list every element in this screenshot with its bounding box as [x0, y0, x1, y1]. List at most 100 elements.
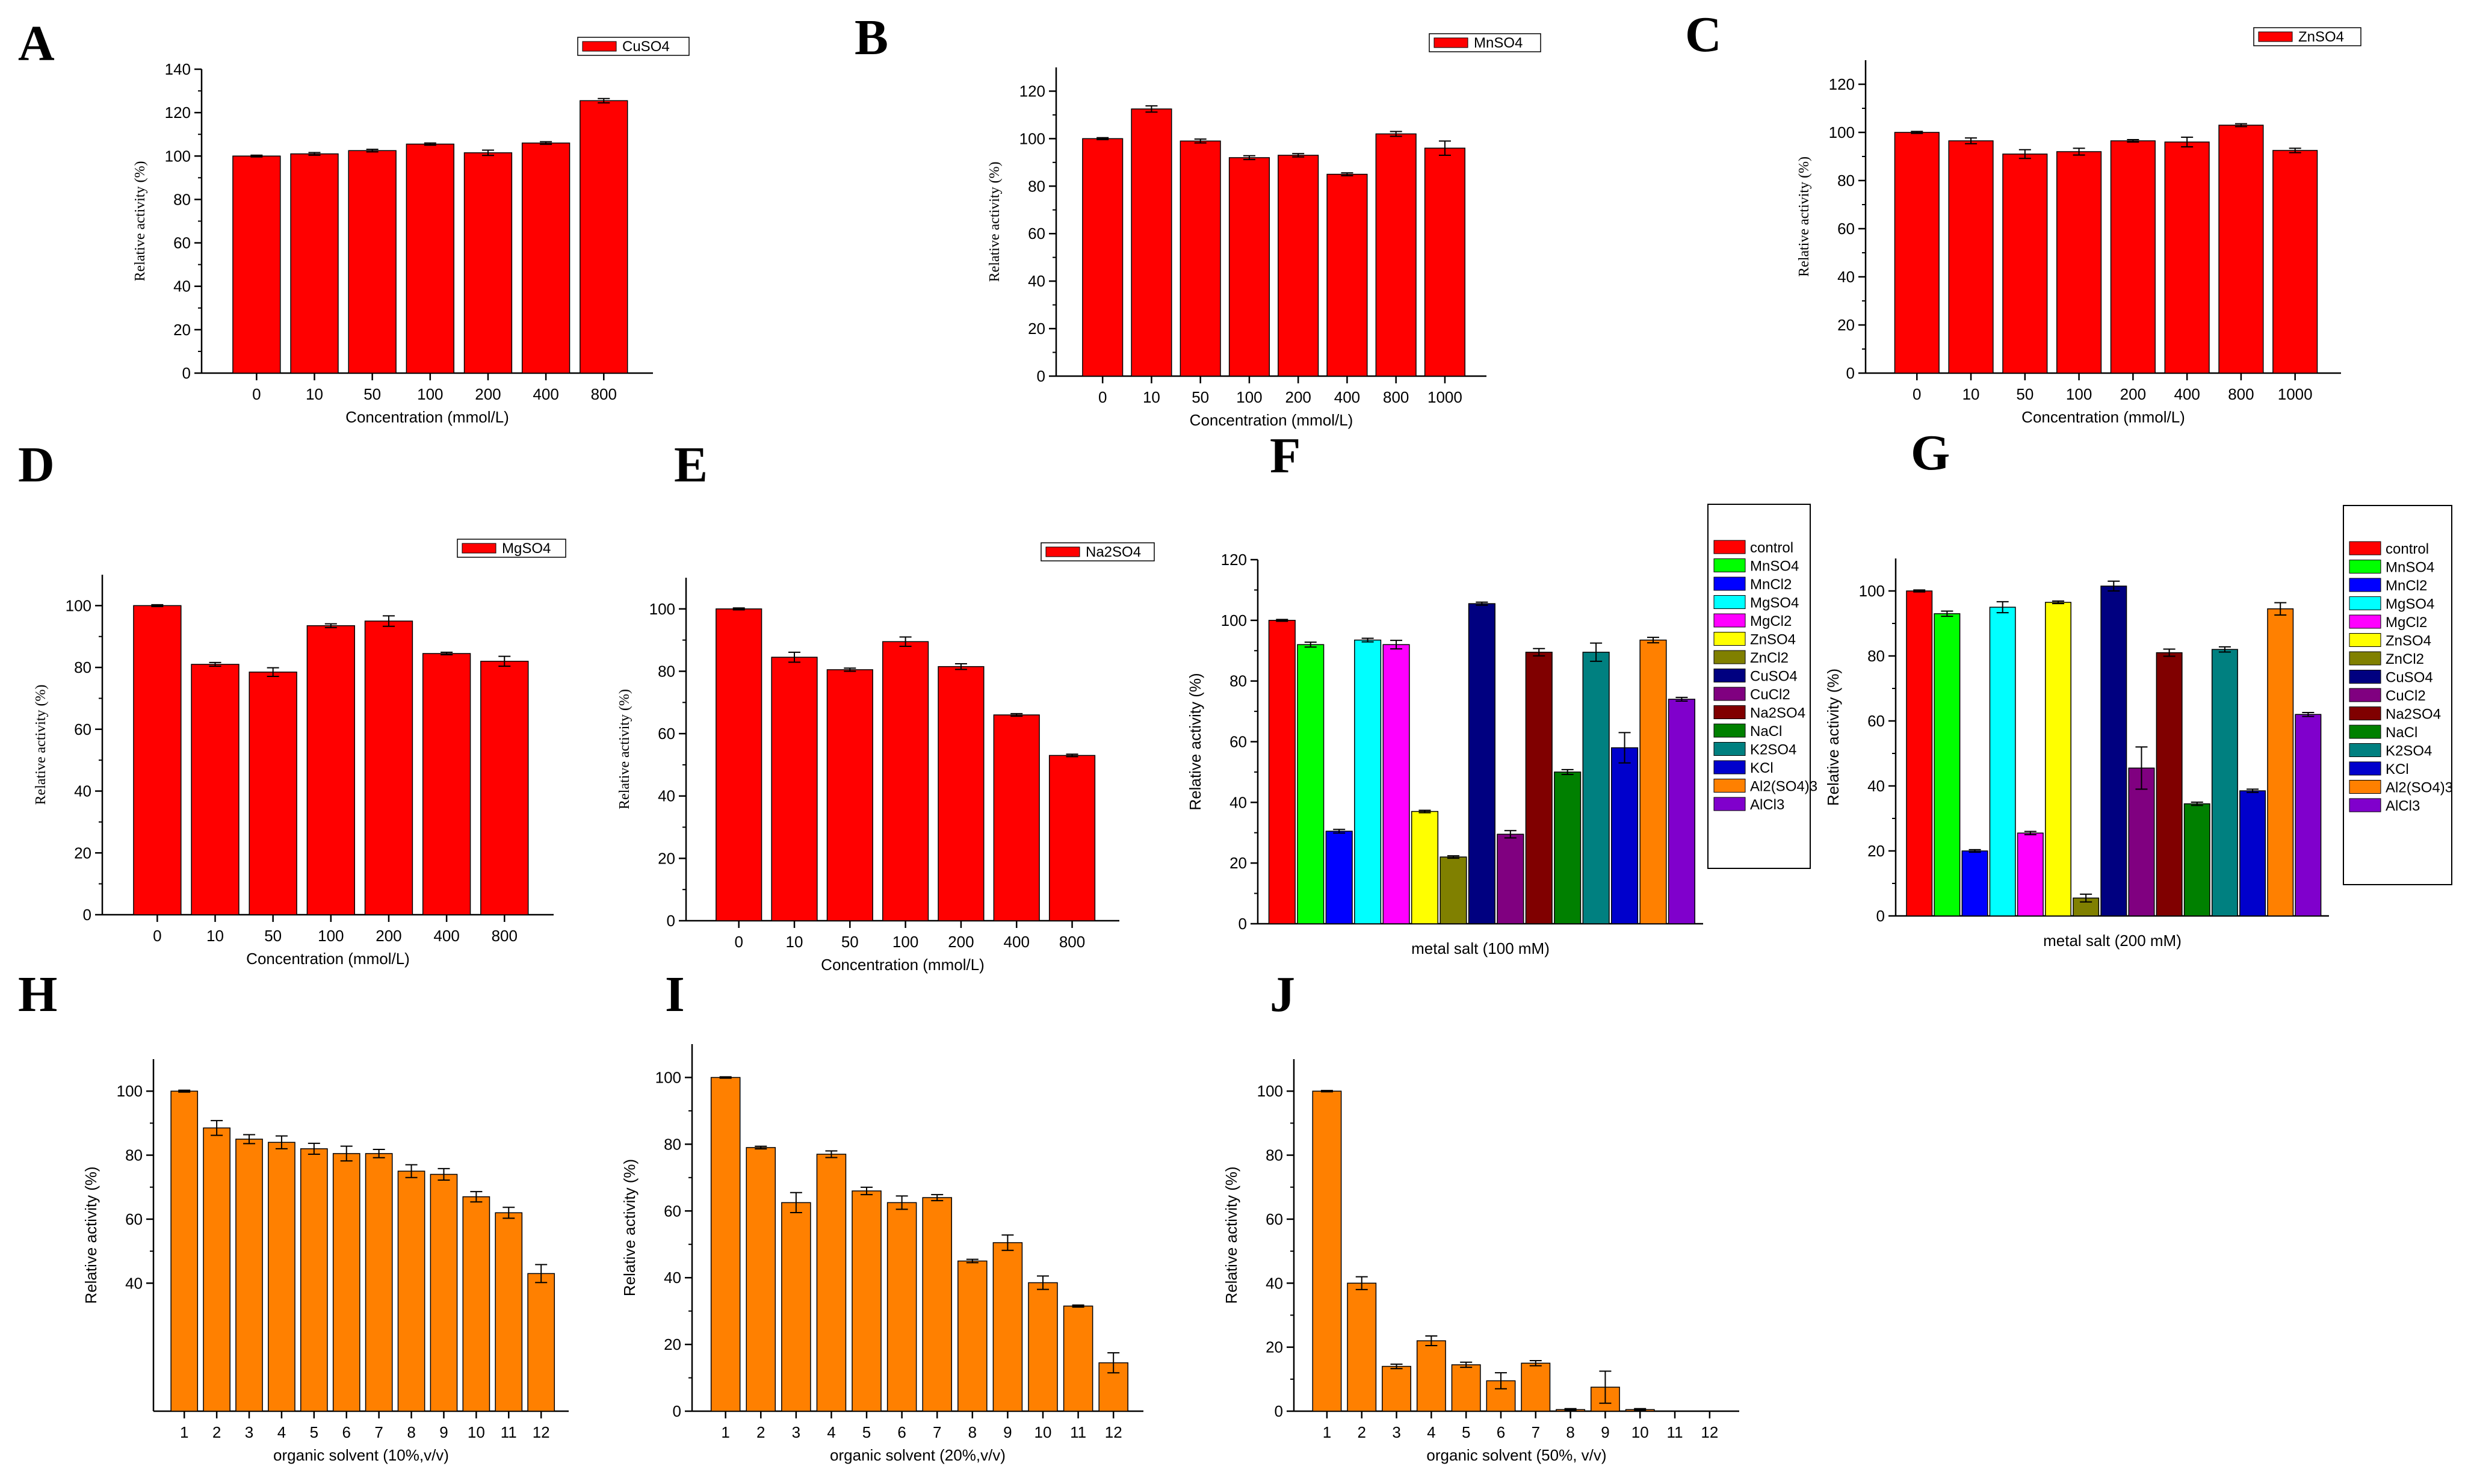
- x-tick-label: 100: [1236, 388, 1262, 406]
- y-tick-label: 0: [1239, 915, 1247, 933]
- chart-panel-e: E 0 20 40 60 80 100 Relative activity (%) 0 10 50 1…: [617, 437, 1155, 974]
- y-tick-label: 60: [1028, 224, 1045, 243]
- x-tick-label: 50: [841, 933, 859, 951]
- y-tick-label: 20: [173, 321, 191, 339]
- bar-d-4: [364, 620, 413, 915]
- legend-label: control: [1750, 540, 1793, 556]
- bar-j-3: [1416, 1340, 1446, 1412]
- bar-c-5: [2164, 141, 2210, 374]
- y-tick-label: 20: [74, 844, 91, 862]
- bar-f-12: [1610, 747, 1639, 924]
- y-tick-label: 100: [66, 596, 91, 614]
- x-tick-label: 12: [1701, 1423, 1718, 1441]
- bar-b-1: [1131, 108, 1172, 377]
- x-axis-label: Concentration (mmol/L): [1190, 411, 1353, 429]
- bar-h-9: [462, 1196, 490, 1412]
- x-tick-label: 1000: [1427, 388, 1462, 406]
- x-tick-label: 200: [1285, 388, 1311, 406]
- x-tick-label: 10: [306, 385, 323, 403]
- bar-h-10: [495, 1212, 523, 1412]
- legend-swatch: [1713, 632, 1746, 646]
- bar-g-5: [2045, 602, 2071, 917]
- bar-d-6: [480, 661, 529, 915]
- legend-label: MgSO4: [2386, 596, 2434, 613]
- bar-g-1: [1934, 613, 1961, 917]
- legend-swatch: [2349, 596, 2381, 610]
- y-tick-label: 80: [1837, 172, 1855, 190]
- y-axis-label: Relative activity (%): [33, 685, 49, 805]
- y-tick-label: 0: [1876, 907, 1885, 925]
- bar-d-2: [249, 672, 297, 915]
- x-tick-label: 100: [892, 933, 918, 951]
- y-tick-label: 120: [165, 104, 191, 122]
- y-tick-label: 20: [664, 1335, 681, 1353]
- x-tick-label: 50: [2016, 385, 2033, 403]
- bar-b-7: [1424, 147, 1465, 377]
- x-tick-label: 2: [212, 1423, 221, 1441]
- bar-j-6: [1521, 1362, 1551, 1412]
- y-axis-label: Relative activity (%): [617, 689, 632, 809]
- bar-g-14: [2295, 714, 2322, 917]
- legend-swatch: [1713, 705, 1746, 719]
- x-tick-label: 6: [897, 1423, 906, 1441]
- x-tick-label: 2: [756, 1423, 765, 1441]
- x-tick-label: 10: [468, 1423, 485, 1441]
- chart-panel-d: D 0 20 40 60 80 100 Relative activity (%) 0 10 50 1…: [18, 437, 566, 968]
- bar-f-2: [1325, 830, 1353, 924]
- x-axis-label: Concentration (mmol/L): [246, 950, 410, 968]
- x-tick-label: 10: [1631, 1423, 1649, 1441]
- bar-i-2: [781, 1202, 811, 1412]
- bar-h-2: [235, 1139, 263, 1412]
- bar-c-7: [2272, 150, 2318, 374]
- y-tick-label: 60: [1229, 733, 1247, 751]
- legend-label: Al2(SO4)3: [1750, 779, 1817, 795]
- y-tick-label: 100: [1859, 582, 1885, 600]
- bar-g-2: [1961, 850, 1988, 917]
- x-tick-label: 1: [180, 1423, 188, 1441]
- bar-e-6: [1048, 755, 1096, 921]
- legend-swatch: [1713, 687, 1746, 701]
- bar-d-5: [422, 653, 471, 915]
- bar-c-4: [2110, 140, 2156, 374]
- bar-h-3: [268, 1142, 295, 1412]
- y-tick-label: 140: [165, 60, 191, 78]
- y-tick-label: 40: [125, 1274, 143, 1292]
- bar-i-6: [922, 1197, 952, 1412]
- x-tick-label: 9: [1601, 1423, 1609, 1441]
- bar-a-1: [290, 153, 339, 374]
- legend-swatch: [2349, 780, 2381, 794]
- bar-f-3: [1354, 639, 1382, 924]
- y-tick-label: 60: [664, 1202, 681, 1220]
- bar-f-8: [1497, 833, 1524, 924]
- panel-letter: G: [1911, 425, 1950, 481]
- y-tick-label: 40: [173, 277, 191, 295]
- x-axis-label: organic solvent (20%,v/v): [830, 1446, 1006, 1464]
- panel-letter: H: [18, 966, 57, 1022]
- x-tick-label: 800: [1383, 388, 1409, 406]
- y-tick-label: 60: [1266, 1210, 1283, 1228]
- bar-b-2: [1180, 140, 1221, 377]
- legend-label: MgCl2: [2386, 614, 2427, 631]
- legend-label: AlCl3: [1750, 797, 1784, 813]
- bar-f-13: [1639, 639, 1667, 924]
- x-tick-label: 800: [2228, 385, 2254, 403]
- bar-b-0: [1082, 138, 1124, 377]
- x-tick-label: 4: [277, 1423, 286, 1441]
- y-tick-label: 100: [1019, 129, 1045, 147]
- bar-g-0: [1906, 590, 1933, 917]
- legend-label: CuSO4: [2386, 670, 2433, 686]
- x-tick-label: 8: [1566, 1423, 1574, 1441]
- bar-f-9: [1525, 652, 1553, 924]
- legend-swatch: [2349, 614, 2381, 629]
- y-tick-label: 40: [658, 787, 675, 805]
- bar-c-0: [1894, 132, 1940, 374]
- legend-swatch: [582, 41, 617, 52]
- legend-label: CuCl2: [1750, 687, 1790, 703]
- bar-e-1: [771, 657, 818, 921]
- x-tick-label: 11: [501, 1423, 517, 1441]
- x-axis-label: Concentration (mmol/L): [821, 956, 985, 974]
- legend-swatch: [2349, 725, 2381, 739]
- x-tick-label: 11: [1667, 1423, 1683, 1441]
- bar-i-3: [816, 1154, 847, 1412]
